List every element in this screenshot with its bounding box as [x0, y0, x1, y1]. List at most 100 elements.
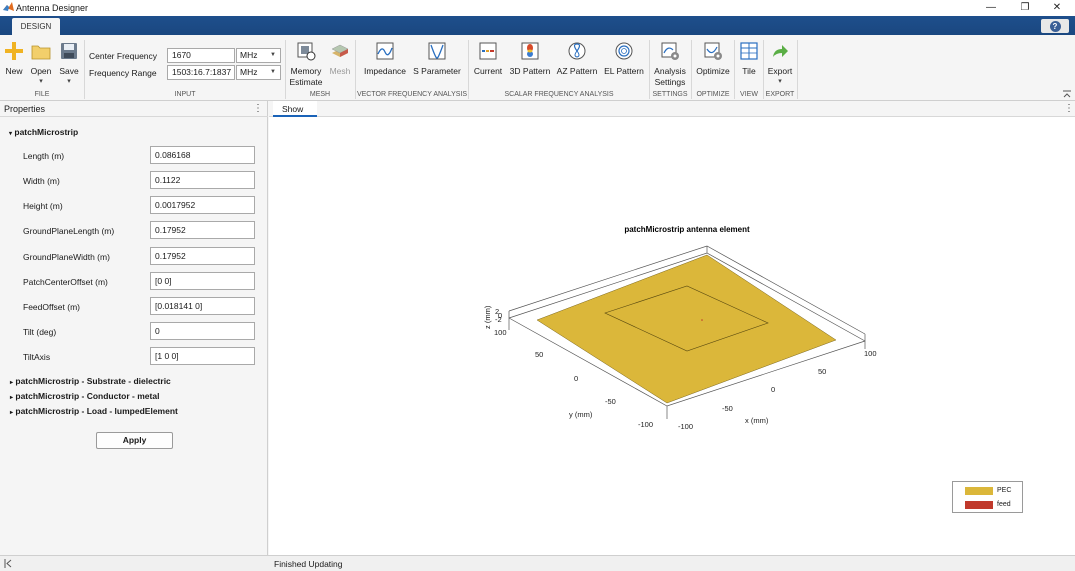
restore-button[interactable]: ❐ — [1020, 2, 1030, 13]
x-tick-label: 0 — [771, 385, 775, 394]
folder-icon — [31, 45, 51, 60]
y-tick-label: 50 — [535, 350, 543, 359]
legend-swatch-feed — [965, 501, 993, 509]
prop-label-tiltaxis: TiltAxis — [23, 352, 51, 362]
3d-pattern-icon — [521, 42, 539, 60]
section-substrate-label: patchMicrostrip - Substrate - dielectric — [15, 376, 171, 386]
az-pattern-label: AZ Pattern — [556, 66, 598, 76]
tile-label: Tile — [742, 66, 756, 76]
save-icon — [61, 43, 77, 59]
memory-estimate-button[interactable]: Memory Estimate — [287, 35, 325, 90]
status-text: Finished Updating — [274, 559, 343, 569]
group-label-settings: SETTINGS — [652, 91, 688, 98]
x-tick-label: 100 — [864, 349, 877, 358]
prop-input-length[interactable]: 0.086168 — [150, 146, 255, 164]
y-axis-label: y (mm) — [569, 410, 593, 419]
prop-label-height: Height (m) — [23, 201, 63, 211]
prop-label-groundplanelength: GroundPlaneLength (m) — [23, 226, 115, 236]
prop-input-tilt[interactable]: 0 — [150, 322, 255, 340]
prop-label-tilt: Tilt (deg) — [23, 327, 57, 337]
minimize-button[interactable]: — — [986, 2, 996, 13]
section-substrate[interactable]: ▸ patchMicrostrip - Substrate - dielectr… — [10, 376, 171, 386]
mesh-button[interactable]: Mesh — [327, 35, 353, 90]
more-options-icon[interactable]: ⋮ — [1064, 103, 1074, 114]
new-button[interactable]: New — [2, 35, 26, 90]
s-parameter-label: S Parameter — [413, 66, 461, 76]
prop-label-feedoffset: FeedOffset (m) — [23, 302, 80, 312]
3d-pattern-label: 3D Pattern — [509, 66, 551, 76]
y-tick-label: 100 — [494, 328, 507, 337]
center-frequency-unit-select[interactable]: MHz ▼ — [236, 48, 281, 63]
impedance-button[interactable]: Impedance — [362, 35, 408, 90]
impedance-label: Impedance — [363, 66, 407, 76]
group-label-view: VIEW — [740, 91, 758, 98]
prop-input-tiltaxis[interactable]: [1 0 0] — [150, 347, 255, 365]
frequency-range-input[interactable]: 1503:16.7:1837 — [167, 65, 235, 80]
chevron-down-icon: ▼ — [270, 69, 276, 75]
az-pattern-icon — [568, 42, 586, 60]
collapse-panel-icon[interactable] — [4, 559, 13, 568]
x-tick-label: 50 — [818, 367, 826, 376]
export-dropdown-icon[interactable]: ▾ — [778, 78, 782, 85]
more-options-icon[interactable]: ⋮ — [253, 103, 263, 114]
collapsed-caret-icon: ▸ — [10, 380, 14, 386]
antenna-3d-plot[interactable]: patchMicrostrip antenna element 2 0 -2 1… — [269, 101, 1075, 555]
open-button[interactable]: Open ▾ — [28, 35, 54, 90]
analysis-settings-label: Analysis — [654, 66, 686, 76]
optimize-label: Optimize — [696, 66, 730, 76]
save-dropdown-icon[interactable]: ▾ — [67, 78, 71, 85]
prop-input-height[interactable]: 0.0017952 — [150, 196, 255, 214]
prop-input-groundplanewidth[interactable]: 0.17952 — [150, 247, 255, 265]
tile-button[interactable]: Tile — [737, 35, 761, 90]
element-node[interactable]: ▾ patchMicrostrip — [9, 127, 78, 137]
open-dropdown-icon[interactable]: ▾ — [39, 78, 43, 85]
help-button[interactable]: ? — [1041, 19, 1069, 33]
center-frequency-label: Center Frequency — [89, 51, 158, 61]
section-conductor[interactable]: ▸ patchMicrostrip - Conductor - metal — [10, 391, 159, 401]
optimize-button[interactable]: Optimize — [694, 35, 732, 90]
section-load[interactable]: ▸ patchMicrostrip - Load - lumpedElement — [10, 406, 178, 416]
open-label: Open — [30, 66, 52, 76]
apply-button[interactable]: Apply — [96, 432, 173, 449]
center-frequency-input[interactable]: 1670 — [167, 48, 235, 63]
collapse-toolstrip-icon[interactable] — [1062, 90, 1072, 98]
group-label-input: INPUT — [174, 91, 196, 98]
analysis-settings-icon — [661, 42, 679, 60]
ground-plane-pec — [536, 254, 837, 404]
x-tick-label: -100 — [678, 422, 693, 431]
memory-estimate-label-2: Estimate — [289, 77, 323, 87]
frequency-range-unit-select[interactable]: MHz ▼ — [236, 65, 281, 80]
3d-pattern-button[interactable]: 3D Pattern — [508, 35, 552, 90]
properties-panel: Properties ⋮ ▾ patchMicrostrip Length (m… — [0, 101, 268, 555]
current-button[interactable]: Current — [472, 35, 504, 90]
frequency-range-label: Frequency Range — [89, 68, 157, 78]
properties-header: Properties ⋮ — [0, 101, 268, 117]
analysis-settings-button[interactable]: Analysis Settings — [651, 35, 689, 90]
prop-input-groundplanelength[interactable]: 0.17952 — [150, 221, 255, 239]
document-tab-bar: Show ⋮ — [269, 101, 1075, 117]
z-tick-label: -2 — [495, 315, 502, 324]
prop-input-patchcenteroffset[interactable]: [0 0] — [150, 272, 255, 290]
s-parameter-button[interactable]: S Parameter — [411, 35, 463, 90]
document-area: Show ⋮ patchMicrostrip antenna element 2 — [269, 101, 1075, 555]
az-pattern-button[interactable]: AZ Pattern — [555, 35, 599, 90]
tab-show[interactable]: Show — [273, 101, 317, 117]
prop-label-groundplanewidth: GroundPlaneWidth (m) — [23, 252, 110, 262]
separator — [691, 40, 692, 99]
export-arrow-icon — [773, 45, 788, 57]
save-button[interactable]: Save ▾ — [56, 35, 82, 90]
close-button[interactable]: ✕ — [1052, 2, 1062, 13]
z-axis-label: z (mm) — [483, 305, 492, 329]
prop-label-length: Length (m) — [23, 151, 65, 161]
tab-design[interactable]: DESIGN — [12, 18, 60, 35]
z-tick-label: 2 — [495, 307, 499, 316]
legend-swatch-pec — [965, 487, 993, 495]
element-name: patchMicrostrip — [14, 127, 79, 137]
el-pattern-button[interactable]: EL Pattern — [602, 35, 646, 90]
group-label-export: EXPORT — [765, 91, 795, 98]
prop-input-width[interactable]: 0.1122 — [150, 171, 255, 189]
export-button[interactable]: Export ▾ — [765, 35, 795, 90]
z-tick-label: 0 — [498, 311, 502, 320]
prop-input-feedoffset[interactable]: [0.018141 0] — [150, 297, 255, 315]
separator — [355, 40, 356, 99]
